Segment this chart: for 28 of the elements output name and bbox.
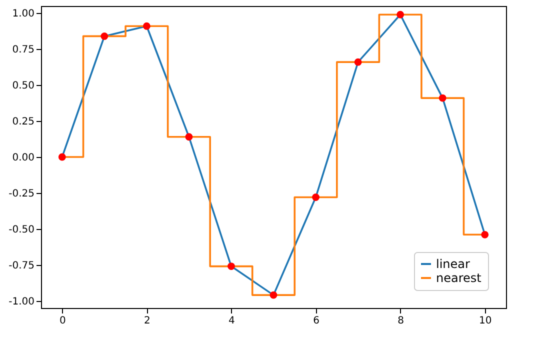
x-tick-label: 0: [59, 316, 66, 326]
point: [312, 194, 320, 201]
y-tick-label: 0.00: [12, 152, 34, 164]
y-tick-label: -0.25: [8, 188, 34, 200]
y-tick-label: 1.00: [12, 8, 34, 20]
y-tick-label: 0.25: [12, 116, 34, 128]
point: [185, 133, 193, 141]
point: [228, 262, 235, 270]
legend-label: linear: [436, 257, 470, 271]
y-tick-label: -1.00: [8, 296, 34, 308]
x-tick-label: 6: [313, 316, 320, 326]
point: [396, 10, 404, 18]
x-tick-label: 4: [228, 316, 235, 326]
x-tick-label: 8: [398, 316, 404, 326]
point: [481, 230, 489, 238]
point: [142, 22, 150, 30]
legend-label: nearest: [436, 271, 482, 285]
point: [270, 291, 278, 299]
point: [438, 94, 446, 102]
y-tick-label: 0.75: [12, 44, 34, 56]
point: [58, 153, 66, 161]
y-tick-label: -0.50: [8, 224, 34, 236]
y-tick-label: 0.50: [12, 80, 34, 92]
point: [100, 32, 108, 40]
point: [354, 58, 362, 66]
x-tick-label: 2: [144, 316, 150, 326]
y-tick-label: -0.75: [8, 260, 34, 272]
x-tick-label: 10: [478, 316, 492, 326]
